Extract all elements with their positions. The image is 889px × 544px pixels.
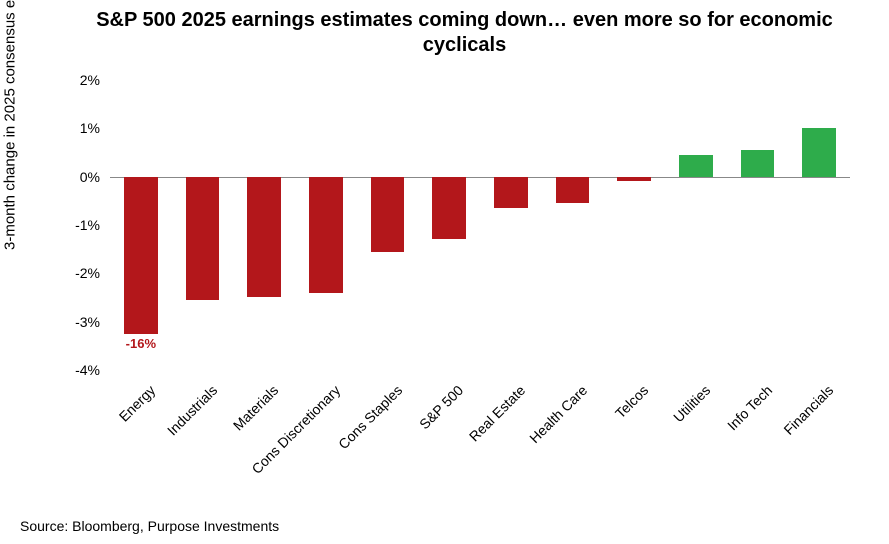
- x-tick-label: S&P 500: [416, 382, 466, 432]
- bar: [432, 177, 466, 240]
- zero-baseline: [110, 177, 850, 178]
- x-tick-label: Cons Staples: [335, 382, 405, 452]
- bar: [186, 177, 220, 300]
- chart-container: S&P 500 2025 earnings estimates coming d…: [0, 0, 889, 544]
- y-axis-title: 3-month change in 2025 consensus estiamt…: [2, 0, 19, 250]
- y-tick-label: 2%: [80, 72, 100, 88]
- bar: [124, 177, 158, 334]
- bar: [741, 150, 775, 177]
- x-tick-label: Industrials: [163, 382, 219, 438]
- bar: [617, 177, 651, 182]
- source-attribution: Source: Bloomberg, Purpose Investments: [20, 518, 279, 534]
- y-tick-label: 0%: [80, 169, 100, 185]
- plot-area: -4%-3%-2%-1%0%1%2%-16%: [110, 80, 850, 370]
- x-tick-label: Health Care: [526, 382, 590, 446]
- bar: [247, 177, 281, 298]
- x-tick-label: Financials: [781, 382, 837, 438]
- bar: [802, 128, 836, 176]
- y-tick-label: -2%: [75, 265, 100, 281]
- x-tick-label: Real Estate: [466, 382, 528, 444]
- x-tick-label: Materials: [230, 382, 281, 433]
- x-tick-label: Energy: [115, 382, 158, 425]
- x-tick-label: Info Tech: [724, 382, 775, 433]
- bar: [371, 177, 405, 252]
- x-tick-label: Telcos: [612, 382, 651, 421]
- y-tick-label: 1%: [80, 120, 100, 136]
- bar: [679, 155, 713, 177]
- y-tick-label: -3%: [75, 314, 100, 330]
- bar-annotation: -16%: [126, 336, 156, 351]
- y-tick-label: -4%: [75, 362, 100, 378]
- chart-title: S&P 500 2025 earnings estimates coming d…: [80, 8, 849, 58]
- bar: [309, 177, 343, 293]
- bar: [494, 177, 528, 208]
- bar: [556, 177, 590, 204]
- y-tick-label: -1%: [75, 217, 100, 233]
- x-tick-label: Utilities: [670, 382, 713, 425]
